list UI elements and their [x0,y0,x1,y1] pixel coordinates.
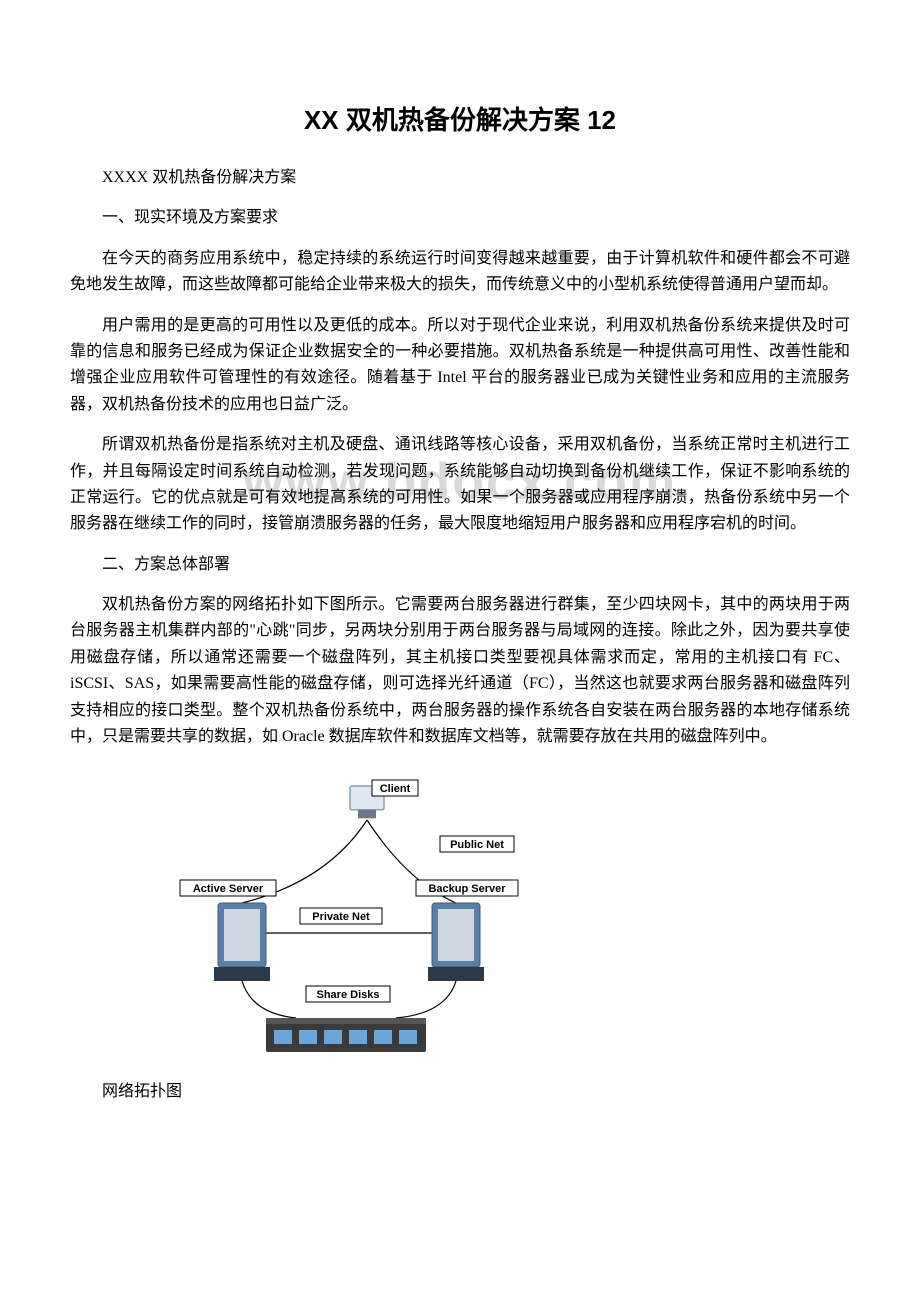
label-active-server: Active Server [180,880,276,896]
paragraph: 在今天的商务应用系统中，稳定持续的系统运行时间变得越来越重要，由于计算机软件和硬… [70,246,850,299]
paragraph: 所谓双机热备份是指系统对主机及硬盘、通讯线路等核心设备，采用双机备份，当系统正常… [70,432,850,538]
diagram-caption: 网络拓扑图 [70,1077,850,1101]
svg-text:Share Disks: Share Disks [317,989,380,1001]
watermark-region: www.bdocx.com 所谓双机热备份是指系统对主机及硬盘、通讯线路等核心设… [70,432,850,538]
svg-text:Client: Client [380,783,411,795]
document-title: XX 双机热备份解决方案 12 [70,100,850,137]
svg-text:Active Server: Active Server [193,883,264,895]
svg-text:Private Net: Private Net [312,911,370,923]
label-client: Client [372,780,418,796]
section-heading: 二、方案总体部署 [70,552,850,578]
label-backup-server: Backup Server [416,880,518,896]
paragraph: XXXX 双机热备份解决方案 [70,165,850,191]
section-heading: 一、现实环境及方案要求 [70,205,850,231]
label-share-disks: Share Disks [306,986,390,1002]
edge-share-right [396,981,456,1018]
document-page: XX 双机热备份解决方案 12 XXXX 双机热备份解决方案 一、现实环境及方案… [0,0,920,1141]
svg-text:Public Net: Public Net [450,839,504,851]
network-topology-diagram: Client Public Net Active Server Backup S… [140,768,540,1058]
svg-text:Backup Server: Backup Server [428,883,506,895]
paragraph: 双机热备份方案的网络拓扑如下图所示。它需要两台服务器进行群集，至少四块网卡，其中… [70,592,850,750]
edge-share-left [242,981,296,1018]
backup-server-node [428,903,484,981]
paragraph: 用户需用的是更高的可用性以及更低的成本。所以对于现代企业来说，利用双机热备份系统… [70,313,850,419]
label-private-net: Private Net [300,908,382,924]
label-public-net: Public Net [440,836,514,852]
active-server-node [214,903,270,981]
diagram-container: Client Public Net Active Server Backup S… [140,768,850,1063]
share-disks-node [266,1018,426,1052]
